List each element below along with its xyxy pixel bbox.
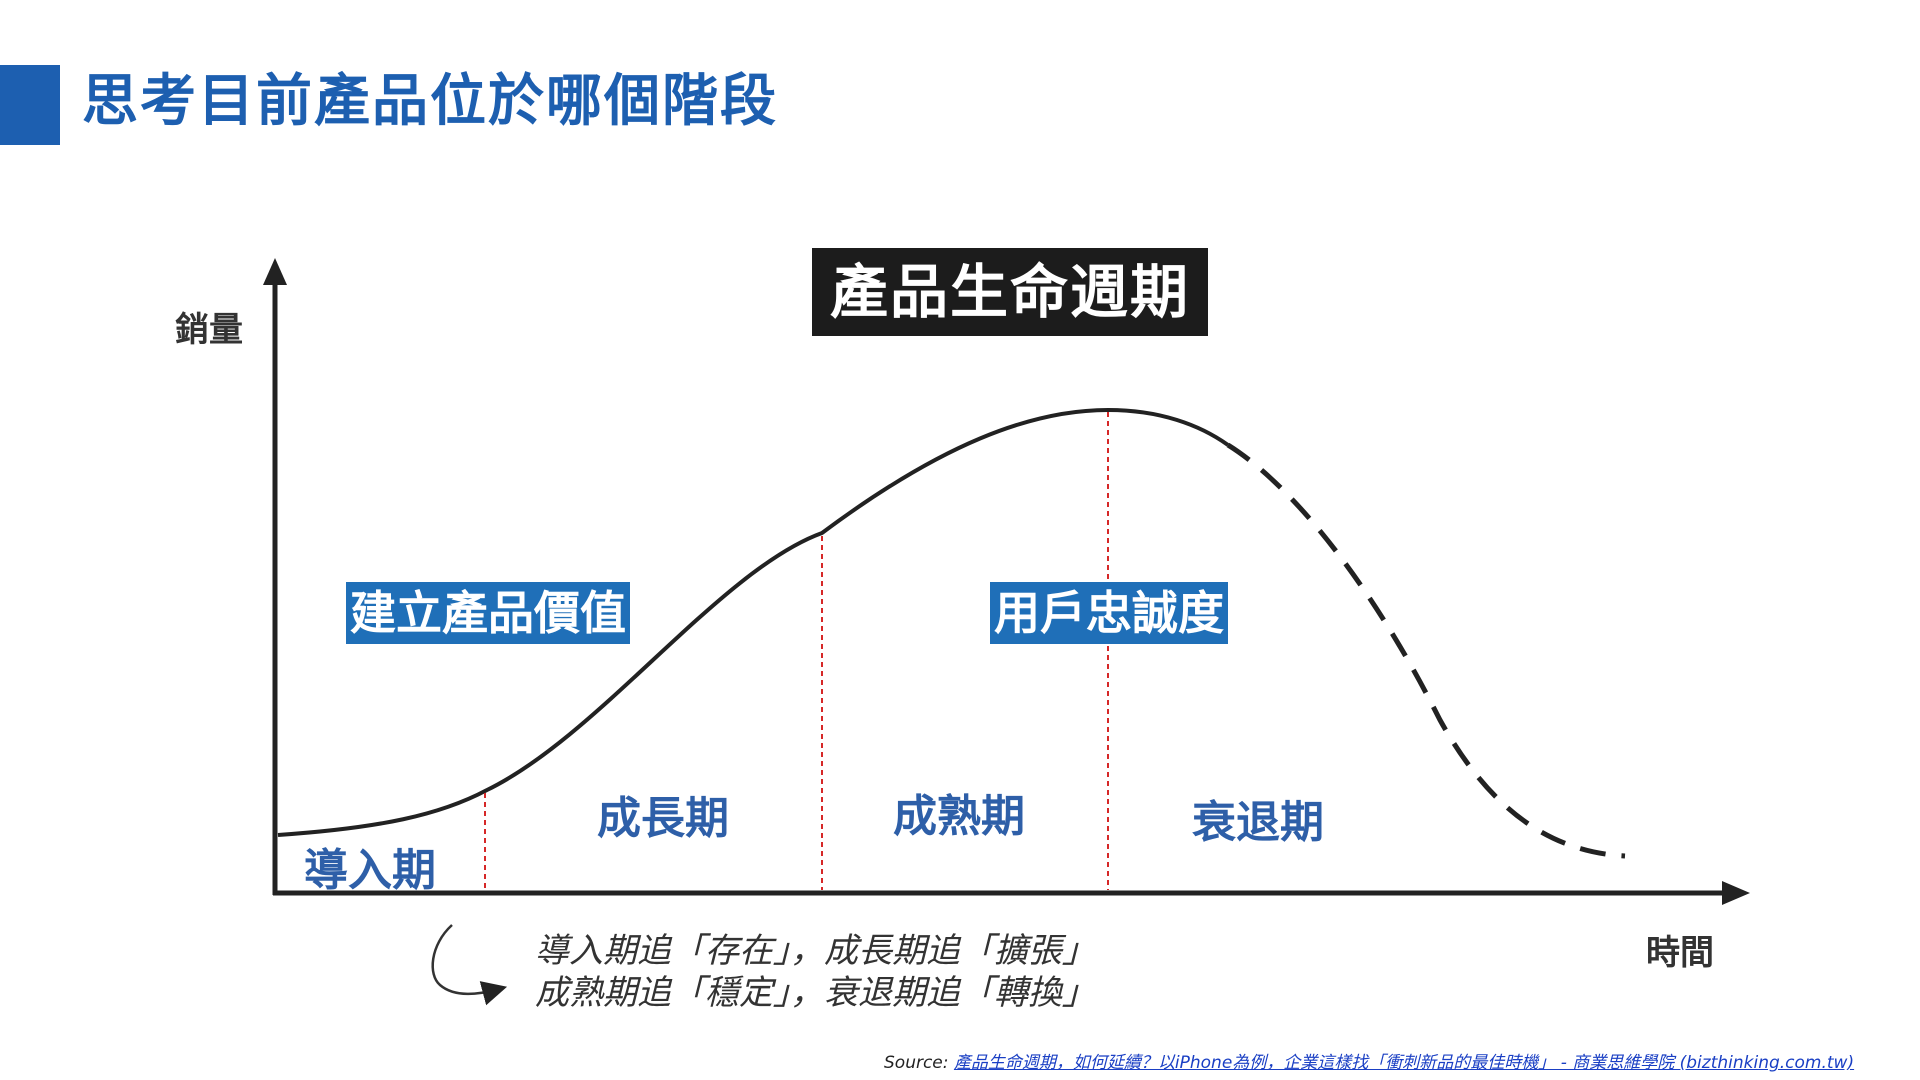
phase-label-growth: 成長期: [597, 793, 729, 844]
x-axis-label: 時間: [1646, 933, 1714, 973]
phase-label-decline: 衰退期: [1192, 797, 1324, 848]
source-link[interactable]: 產品生命週期，如何延續？以iPhone為例，企業這樣找「衝刺新品的最佳時機」 -…: [953, 1053, 1855, 1073]
y-axis-label: 銷量: [175, 310, 243, 350]
note-line-1: 導入期追「存在」，成長期追「擴張」: [535, 931, 1096, 971]
phase-label-intro: 導入期: [304, 845, 436, 896]
x-axis-arrow: [1722, 881, 1750, 905]
source-prefix: Source:: [884, 1053, 954, 1073]
diagram-title: 產品生命週期: [812, 248, 1209, 336]
highlight-product-value: 建立產品價值: [346, 582, 630, 644]
lifecycle-curve-dashed: [1226, 442, 1626, 859]
phase-label-maturity: 成熟期: [893, 791, 1025, 842]
page-title: 思考目前產品位於哪個階段: [82, 69, 778, 134]
note-curved-arrow: [431, 924, 508, 1006]
lifecycle-curve-solid: [277, 407, 1230, 837]
title-accent-bar: [0, 65, 60, 145]
highlight-user-loyalty: 用戶忠誠度: [990, 582, 1228, 644]
source-citation: Source: 產品生命週期，如何延續？以iPhone為例，企業這樣找「衝刺新品…: [884, 1048, 1854, 1073]
note-line-2: 成熟期追「穩定」，衰退期追「轉換」: [535, 973, 1096, 1013]
y-axis-arrow: [263, 258, 287, 285]
